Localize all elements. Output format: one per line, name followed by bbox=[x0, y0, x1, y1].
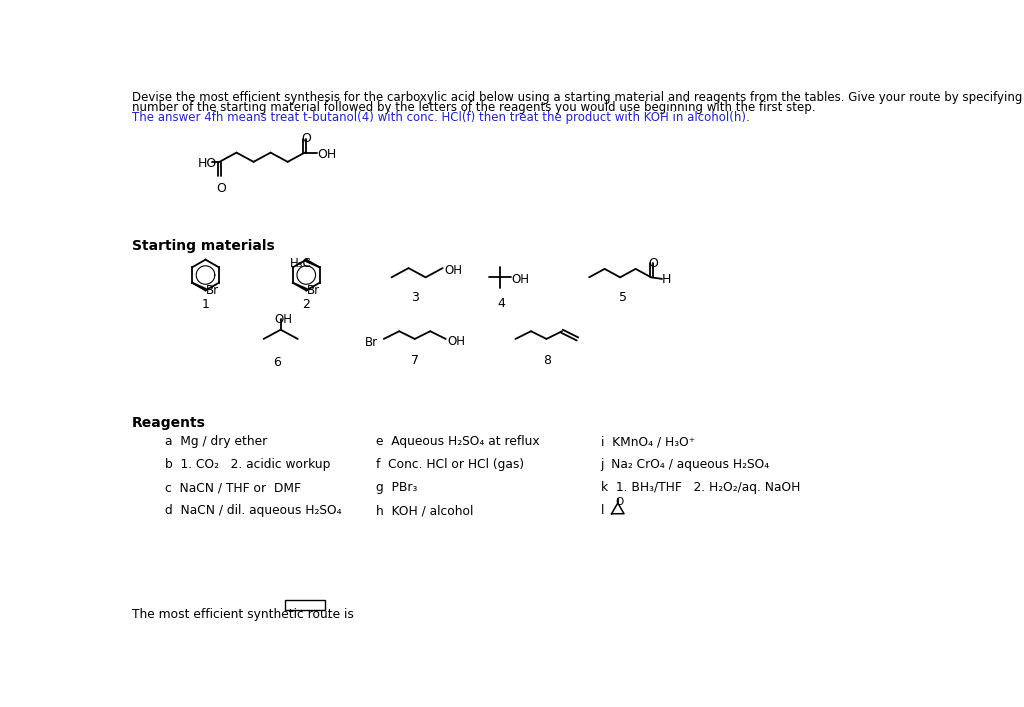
Text: 3: 3 bbox=[411, 291, 419, 304]
Text: The answer 4fh means treat t-butanol(4) with conc. HCl(f) then treat the product: The answer 4fh means treat t-butanol(4) … bbox=[132, 111, 750, 124]
Text: 5: 5 bbox=[618, 291, 627, 304]
Text: l: l bbox=[601, 505, 604, 518]
Text: 8: 8 bbox=[543, 354, 551, 368]
Text: g  PBr₃: g PBr₃ bbox=[376, 481, 418, 494]
Text: 4: 4 bbox=[497, 297, 505, 310]
Text: Reagents: Reagents bbox=[132, 416, 206, 430]
Text: 7: 7 bbox=[411, 354, 419, 368]
Text: j  Na₂ CrO₄ / aqueous H₂SO₄: j Na₂ CrO₄ / aqueous H₂SO₄ bbox=[601, 458, 770, 472]
Text: H₃C: H₃C bbox=[290, 257, 312, 269]
Text: k  1. BH₃/THF   2. H₂O₂/aq. NaOH: k 1. BH₃/THF 2. H₂O₂/aq. NaOH bbox=[601, 481, 800, 494]
Text: OH: OH bbox=[274, 312, 293, 326]
Text: O: O bbox=[216, 182, 226, 195]
Text: HO: HO bbox=[198, 157, 217, 170]
Text: .: . bbox=[328, 609, 331, 621]
Bar bbox=[285, 600, 325, 610]
Text: 2: 2 bbox=[302, 298, 310, 311]
Text: 6: 6 bbox=[273, 356, 281, 369]
Text: O: O bbox=[648, 257, 657, 270]
Text: Starting materials: Starting materials bbox=[132, 239, 274, 253]
Text: number of the starting material followed by the letters of the reagents you woul: number of the starting material followed… bbox=[132, 101, 815, 114]
Text: O: O bbox=[302, 132, 311, 145]
Text: OH: OH bbox=[447, 335, 465, 348]
Text: H: H bbox=[662, 274, 672, 286]
Text: Br: Br bbox=[365, 336, 378, 349]
Text: a  Mg / dry ether: a Mg / dry ether bbox=[165, 436, 267, 448]
Text: d  NaCN / dil. aqueous H₂SO₄: d NaCN / dil. aqueous H₂SO₄ bbox=[165, 505, 342, 518]
Text: OH: OH bbox=[444, 264, 462, 277]
Text: Br: Br bbox=[206, 284, 219, 297]
Text: OH: OH bbox=[317, 148, 336, 161]
Text: Devise the most efficient synthesis for the carboxylic acid below using a starti: Devise the most efficient synthesis for … bbox=[132, 91, 1024, 104]
Text: The most efficient synthetic route is: The most efficient synthetic route is bbox=[132, 609, 353, 621]
Text: h  KOH / alcohol: h KOH / alcohol bbox=[376, 505, 473, 518]
Text: Br: Br bbox=[307, 284, 319, 297]
Text: c  NaCN / THF or  DMF: c NaCN / THF or DMF bbox=[165, 481, 301, 494]
Text: O: O bbox=[615, 497, 624, 507]
Text: OH: OH bbox=[512, 274, 529, 286]
Text: f  Conc. HCl or HCl (gas): f Conc. HCl or HCl (gas) bbox=[376, 458, 524, 472]
Text: b  1. CO₂   2. acidic workup: b 1. CO₂ 2. acidic workup bbox=[165, 458, 331, 472]
Text: 1: 1 bbox=[202, 298, 210, 311]
Text: e  Aqueous H₂SO₄ at reflux: e Aqueous H₂SO₄ at reflux bbox=[376, 436, 540, 448]
Text: i  KMnO₄ / H₃O⁺: i KMnO₄ / H₃O⁺ bbox=[601, 436, 695, 448]
